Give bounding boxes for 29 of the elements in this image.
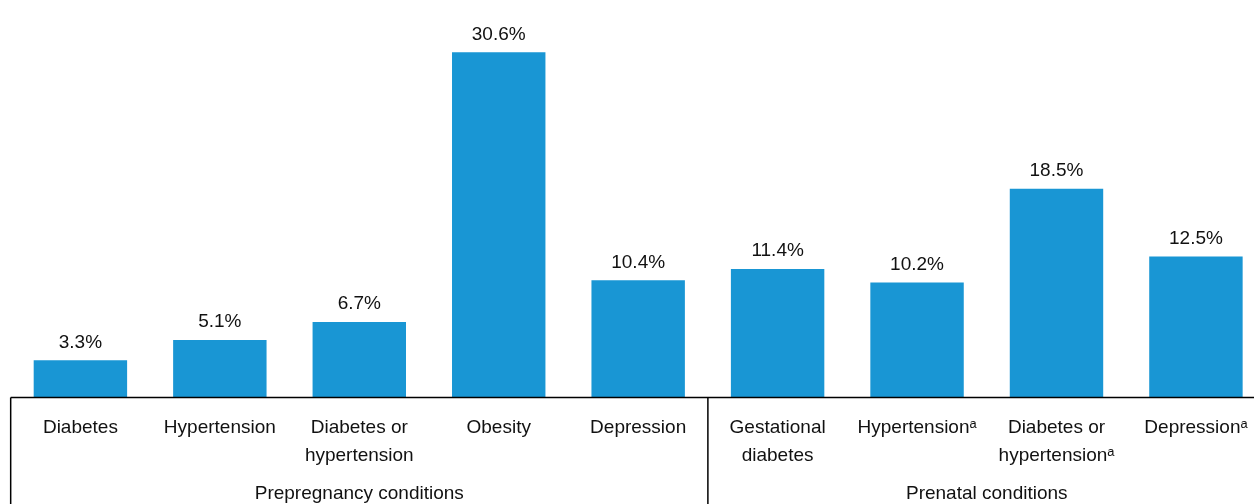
x-tick-label: Diabetes or hypertension bbox=[304, 416, 414, 465]
x-tick-label: Hypertension bbox=[163, 416, 276, 438]
bar bbox=[173, 339, 267, 398]
data-label: 6.7% bbox=[337, 292, 382, 314]
x-tick-label: Depression bbox=[590, 416, 687, 438]
x-tick-label: Diabetes bbox=[42, 416, 118, 438]
bar bbox=[730, 268, 825, 398]
data-label: 10.2% bbox=[890, 252, 945, 274]
data-label: 18.5% bbox=[1029, 159, 1084, 181]
bar bbox=[33, 360, 128, 398]
text: Prenatal conditions bbox=[905, 481, 1068, 503]
data-label: 30.6% bbox=[471, 22, 526, 44]
bar bbox=[870, 282, 964, 398]
data-label: 3.3% bbox=[58, 330, 103, 352]
x-tick-label: Depressionᵃ bbox=[1144, 416, 1249, 438]
bar bbox=[452, 52, 546, 398]
bar bbox=[312, 321, 406, 398]
x-tick-label: Diabetes or hypertensionᵃ bbox=[998, 416, 1116, 465]
bar bbox=[591, 280, 685, 398]
text: Prepregnancy conditions bbox=[254, 481, 464, 503]
data-label: 10.4% bbox=[611, 250, 666, 272]
data-label: 5.1% bbox=[198, 310, 242, 332]
bar bbox=[1009, 188, 1104, 398]
data-label: 12.5% bbox=[1169, 226, 1223, 248]
data-label: 11.4% bbox=[751, 239, 804, 261]
x-tick-label: Obesity bbox=[466, 416, 532, 438]
bar bbox=[1149, 256, 1243, 398]
x-tick-label: Hypertensionᵃ bbox=[857, 416, 978, 438]
x-tick-label: Gestational diabetes bbox=[729, 416, 826, 465]
